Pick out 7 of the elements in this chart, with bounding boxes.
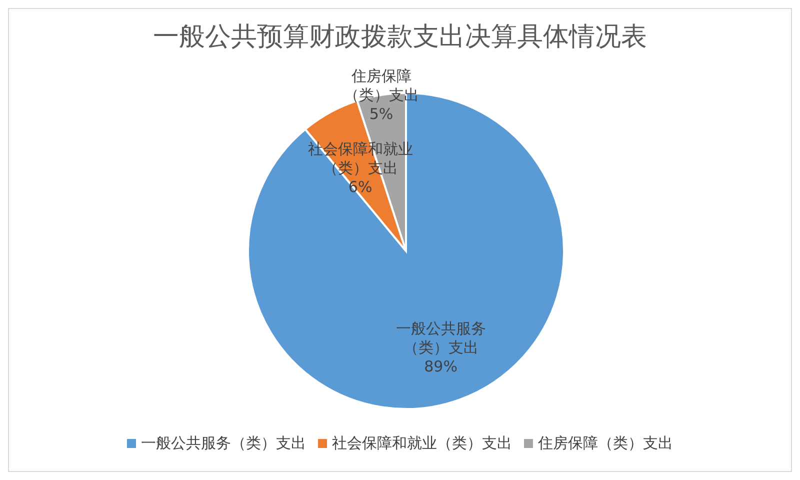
legend-label: 一般公共服务（类）支出 xyxy=(141,434,306,453)
slice-label: 一般公共服务（类）支出 xyxy=(396,320,486,357)
legend-label: 住房保障（类）支出 xyxy=(538,434,673,453)
data-label: 89% xyxy=(424,358,458,376)
data-label: 5% xyxy=(369,104,394,123)
legend-label: 社会保障和就业（类）支出 xyxy=(332,434,512,453)
chart-title: 一般公共预算财政拨款支出决算具体情况表 xyxy=(152,21,648,54)
